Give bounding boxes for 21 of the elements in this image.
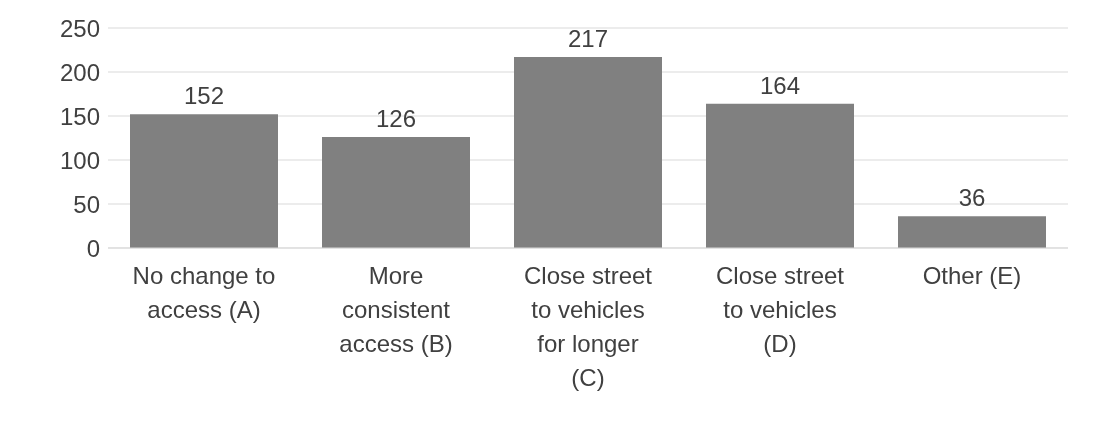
y-tick-label: 100 xyxy=(59,146,100,174)
data-label: 217 xyxy=(567,25,609,53)
x-tick-label: No change to access (A) xyxy=(132,262,276,323)
data-label: 126 xyxy=(375,105,417,133)
data-label: 152 xyxy=(183,82,225,110)
y-tick-label: 200 xyxy=(59,58,100,86)
x-tick-label: More consistent access (B) xyxy=(339,262,453,357)
y-tick-label: 0 xyxy=(86,234,100,262)
y-tick-label: 50 xyxy=(73,190,100,218)
bar xyxy=(898,216,1046,248)
x-tick-label: Other (E) xyxy=(922,262,1022,289)
bar xyxy=(130,114,278,248)
data-label: 164 xyxy=(759,71,801,99)
x-tick-label: Close street to vehicles for longer (C) xyxy=(523,262,653,391)
y-tick-label: 250 xyxy=(59,14,100,42)
y-tick-label: 150 xyxy=(59,102,100,130)
bar xyxy=(706,103,854,248)
data-label: 36 xyxy=(958,184,986,212)
bar xyxy=(322,137,470,248)
x-tick-label: Close street to vehicles (D) xyxy=(715,262,845,357)
bar xyxy=(514,57,662,248)
